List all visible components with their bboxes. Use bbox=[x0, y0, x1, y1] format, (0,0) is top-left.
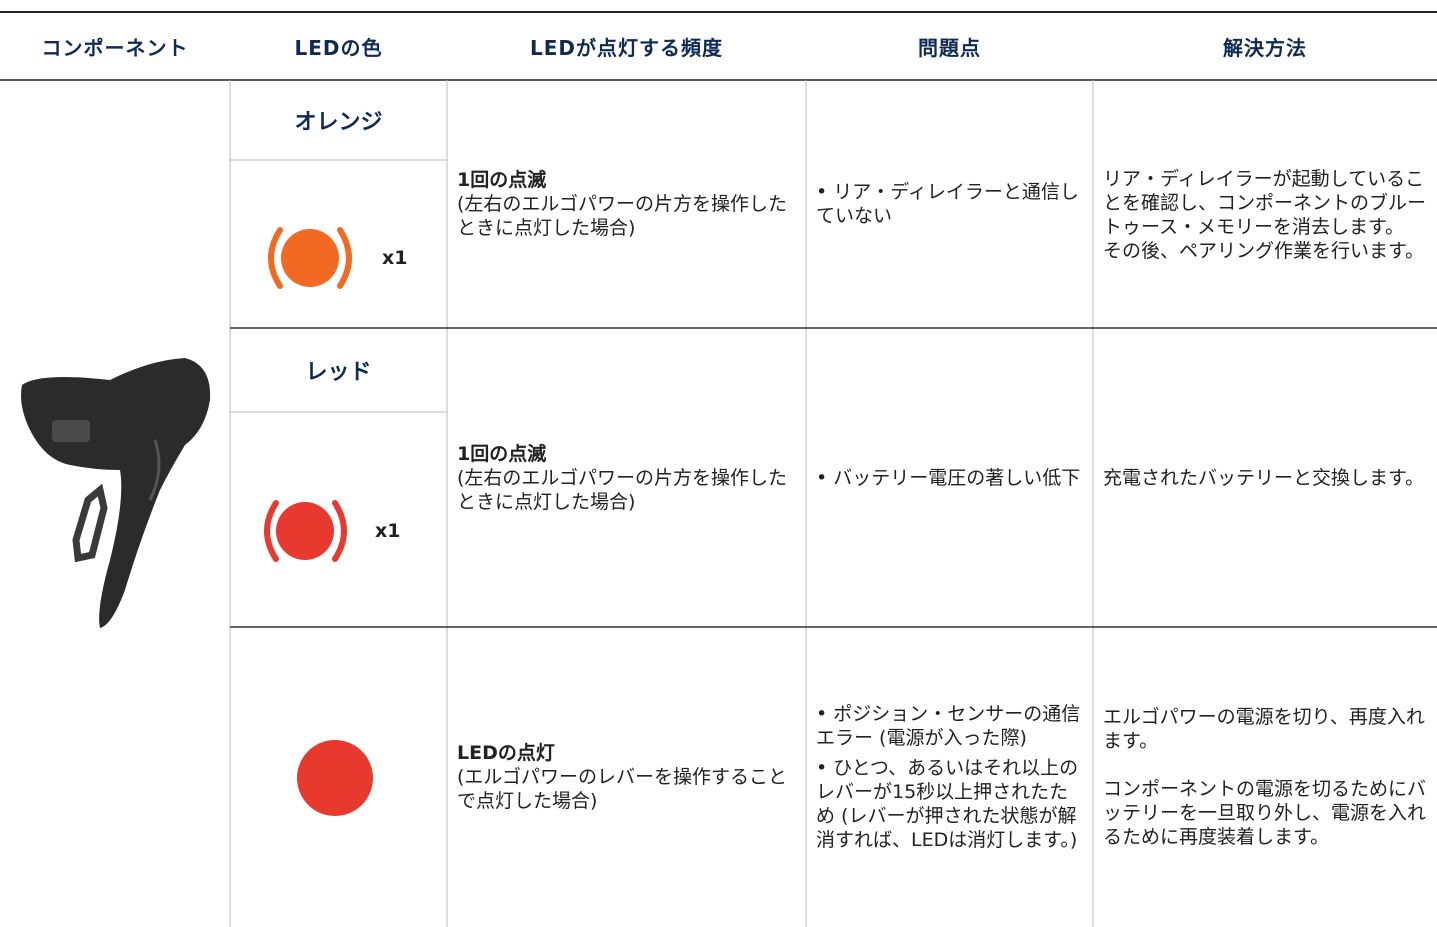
blink-count: x1 bbox=[382, 247, 408, 269]
frequency-cell: 1回の点滅 (左右のエルゴパワーの片方を操作したときに点灯した場合) bbox=[447, 80, 806, 328]
problem: • ポジション・センサーの通信エラー (電源が入った際) bbox=[816, 703, 1081, 749]
problem-cell: • ポジション・センサーの通信エラー (電源が入った際) • ひとつ、あるいはそ… bbox=[806, 627, 1093, 927]
problem-cell: • リア・ディレイラーと通信していない bbox=[806, 80, 1093, 328]
led-icon bbox=[264, 500, 347, 562]
frequency-cell: 1回の点滅 (左右のエルゴパワーの片方を操作したときに点灯した場合) bbox=[447, 328, 806, 627]
header-cell: コンポーネント bbox=[41, 35, 189, 60]
led-color: レッド bbox=[305, 360, 372, 385]
solution-cell: エルゴパワーの電源を切り、再度入れます。 コンポーネントの電源を切るためにバッテ… bbox=[1093, 627, 1437, 927]
solution-cell: 充電されたバッテリーと交換します。 bbox=[1093, 328, 1437, 627]
problem: • バッテリー電圧の著しい低下 bbox=[816, 466, 1081, 489]
frequency-note: (エルゴパワーのレバーを操作することで点灯した場合) bbox=[457, 766, 788, 812]
header-cell: LEDが点灯する頻度 bbox=[529, 35, 723, 60]
solution: リア・ディレイラーが起動していることを確認し、コンポーネントのブルートゥース・メ… bbox=[1103, 168, 1427, 238]
solution: 充電されたバッテリーと交換します。 bbox=[1103, 466, 1425, 489]
solution: エルゴパワーの電源を切り、再度入れます。 bbox=[1103, 706, 1425, 752]
led-color: オレンジ bbox=[294, 110, 383, 135]
problem: • ひとつ、あるいはそれ以上のレバーが15秒以上押されたため (レバーが押された… bbox=[816, 757, 1079, 851]
solution-cell: リア・ディレイラーが起動していることを確認し、コンポーネントのブルートゥース・メ… bbox=[1093, 80, 1437, 350]
header-cell: 問題点 bbox=[918, 35, 981, 60]
header-cell: LEDの色 bbox=[294, 35, 383, 60]
frequency-cell: LEDの点灯 (エルゴパワーのレバーを操作することで点灯した場合) bbox=[447, 627, 806, 927]
led-icon bbox=[268, 227, 352, 289]
problem: • リア・ディレイラーと通信していない bbox=[816, 181, 1079, 227]
header-cell: 解決方法 bbox=[1223, 35, 1307, 60]
lever-image bbox=[21, 358, 211, 628]
solution: その後、ペアリング作業を行います。 bbox=[1103, 240, 1425, 262]
problem-cell: • バッテリー電圧の著しい低下 bbox=[806, 328, 1093, 627]
frequency-title: 1回の点滅 bbox=[457, 442, 547, 465]
blink-count: x1 bbox=[375, 520, 401, 542]
frequency-title: 1回の点滅 bbox=[457, 169, 547, 191]
frequency-note: (左右のエルゴパワーの片方を操作したときに点灯した場合) bbox=[457, 193, 788, 239]
solution: コンポーネントの電源を切るためにバッテリーを一旦取り外し、電源を入れるために再度… bbox=[1103, 778, 1427, 848]
led-icon bbox=[297, 740, 373, 816]
frequency-title: LEDの点灯 bbox=[457, 742, 555, 764]
frequency-note: (左右のエルゴパワーの片方を操作したときに点灯した場合) bbox=[457, 466, 788, 513]
